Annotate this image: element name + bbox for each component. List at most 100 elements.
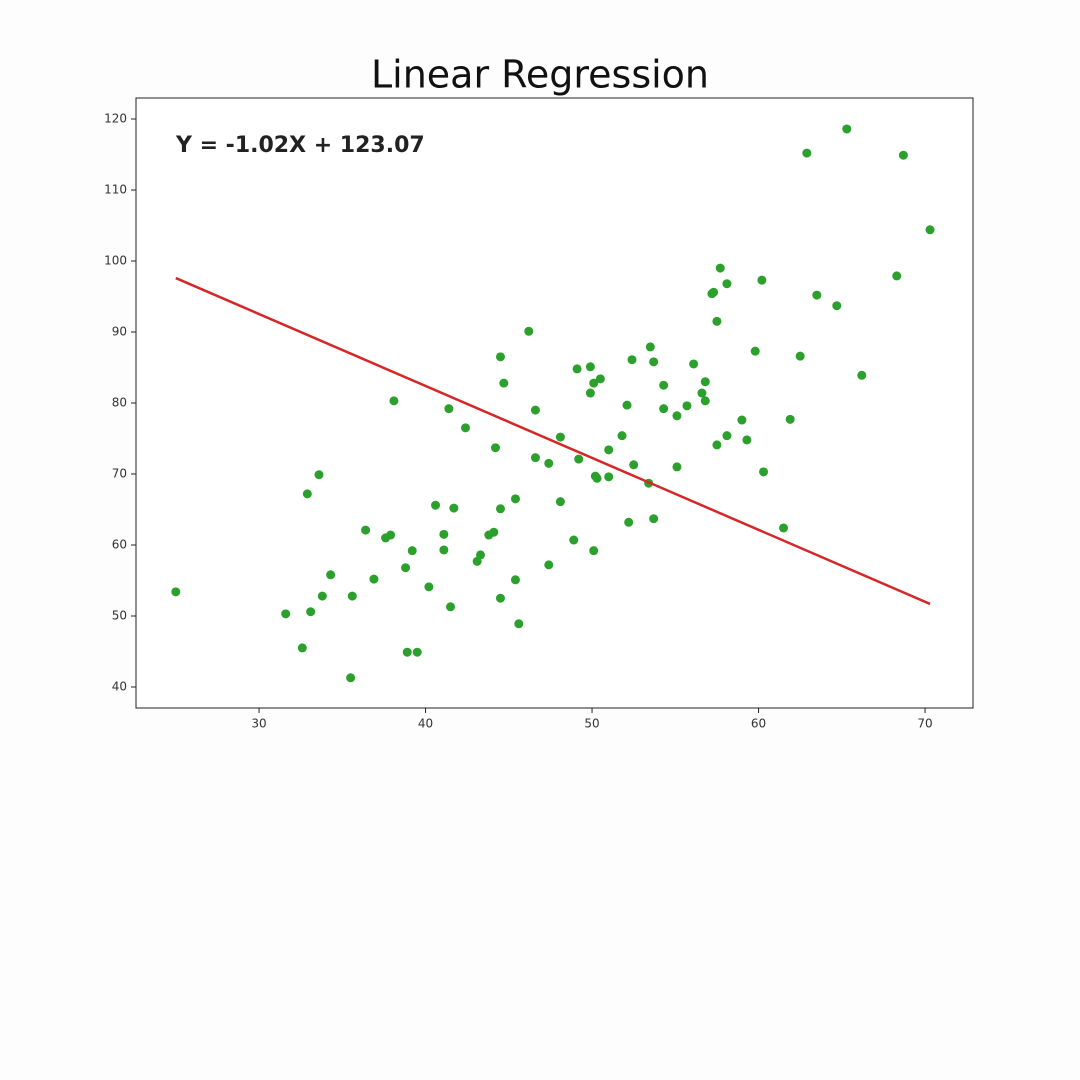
y-tick-label: 40 [112,679,127,693]
point [495,593,505,603]
point [842,124,852,134]
point [412,647,422,657]
y-tick-label: 70 [112,466,127,480]
point [495,504,505,514]
point [624,517,634,527]
point [589,378,599,388]
y-tick-label: 90 [112,325,127,339]
equation: Y = -1.02X + 123.07 [175,133,425,158]
point [750,346,760,356]
point [627,355,637,365]
chart-title: Linear Regression [371,53,709,97]
point [510,494,520,504]
point [555,432,565,442]
point [925,225,935,235]
point [604,445,614,455]
point [574,454,584,464]
point [326,570,336,580]
y-tick-label: 60 [112,537,127,551]
point [361,525,371,535]
x-tick-label: 60 [751,717,766,731]
y-tick-label: 100 [104,254,127,268]
x-tick-label: 30 [251,717,266,731]
point [495,352,505,362]
point [401,563,411,573]
point [530,453,540,463]
point [589,546,599,556]
point [737,415,747,425]
point [604,472,614,482]
point [759,467,769,477]
x-tick-label: 50 [584,717,599,731]
point [449,503,459,513]
point [672,411,682,421]
point [700,396,710,406]
point [585,362,595,372]
point [431,500,441,510]
point [722,431,732,441]
point [439,529,449,539]
point [439,545,449,555]
point [530,405,540,415]
point [171,587,181,597]
point [555,497,565,507]
point [712,316,722,326]
point [898,150,908,160]
point [812,290,822,300]
point [489,527,499,537]
point [569,535,579,545]
point [402,647,412,657]
point [524,326,534,336]
point [629,460,639,470]
point [892,271,902,281]
point [697,388,707,398]
point [795,351,805,361]
point [297,643,307,653]
point [672,462,682,472]
point [645,342,655,352]
point [461,423,471,433]
point [715,263,725,273]
point [585,388,595,398]
point [499,378,509,388]
point [407,546,417,556]
point [622,400,632,410]
y-tick-label: 120 [104,112,127,126]
point [832,301,842,311]
point [389,396,399,406]
point [347,591,357,601]
point [302,489,312,499]
point [802,148,812,158]
point [446,602,456,612]
point [709,287,719,297]
point [595,374,605,384]
point [369,574,379,584]
point [424,582,434,592]
point [386,530,396,540]
point [659,380,669,390]
regression-line [175,276,931,606]
point [592,473,602,483]
point [317,591,327,601]
point [306,607,316,617]
point [649,357,659,367]
x-tick-label: 40 [418,717,433,731]
y-tick-label: 80 [112,396,127,410]
plot-frame [135,97,974,709]
point [712,440,722,450]
point [510,575,520,585]
point [700,377,710,387]
point [544,560,554,570]
point [544,458,554,468]
point [757,275,767,285]
point [779,523,789,533]
x-tick-label: 70 [917,717,932,731]
point [682,401,692,411]
point [689,359,699,369]
point [785,414,795,424]
point [490,443,500,453]
point [281,609,291,619]
point [659,404,669,414]
point [572,364,582,374]
